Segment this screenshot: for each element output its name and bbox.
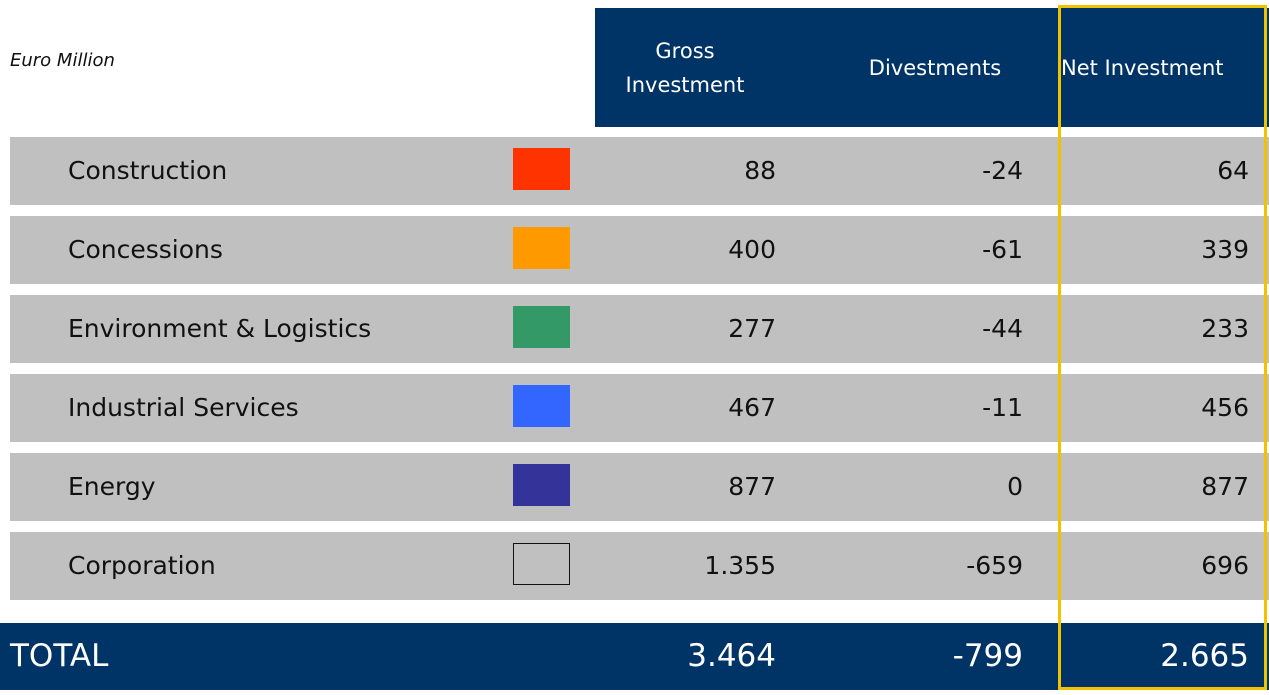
cell-value: -24 [982, 156, 1023, 185]
cell-value: -44 [982, 314, 1023, 343]
table-row: Environment & Logistics 277 -44 233 [10, 295, 1269, 363]
cell-value: 467 [728, 393, 776, 422]
total-value: -799 [952, 638, 1023, 674]
table-row: Energy 877 0 877 [10, 453, 1269, 521]
total-value: 3.464 [687, 638, 776, 674]
table-row: Corporation 1.355 -659 696 [10, 532, 1269, 600]
color-swatch [513, 385, 570, 427]
header-band [595, 8, 1269, 127]
cell-value: 1.355 [704, 551, 776, 580]
color-swatch [513, 306, 570, 348]
row-label: Environment & Logistics [68, 314, 372, 343]
column-header: Net Investment [1061, 55, 1224, 80]
total-row: TOTAL 3.464 -799 2.665 [0, 623, 1269, 690]
column-header: Gross Investment [625, 38, 745, 97]
cell-value: 456 [1201, 393, 1249, 422]
row-label: Construction [68, 156, 228, 185]
cell-value: -659 [966, 551, 1023, 580]
color-swatch [513, 543, 570, 585]
cell-value: 877 [728, 472, 776, 501]
cell-value: 339 [1201, 235, 1249, 264]
table-row: Construction 88 -24 64 [10, 137, 1269, 205]
cell-value: -61 [982, 235, 1023, 264]
color-swatch [513, 464, 570, 506]
column-header: Divestments [868, 55, 1002, 80]
cell-value: -11 [982, 393, 1023, 422]
cell-value: 88 [744, 156, 776, 185]
cell-value: 877 [1201, 472, 1249, 501]
row-label: Energy [68, 472, 156, 501]
table-row: Industrial Services 467 -11 456 [10, 374, 1269, 442]
total-label: TOTAL [10, 638, 109, 674]
cell-value: 233 [1201, 314, 1249, 343]
color-swatch [513, 227, 570, 269]
cell-value: 277 [728, 314, 776, 343]
row-label: Corporation [68, 551, 216, 580]
cell-value: 696 [1201, 551, 1249, 580]
color-swatch [513, 148, 570, 190]
cell-value: 0 [1007, 472, 1023, 501]
cell-value: 400 [728, 235, 776, 264]
row-label: Industrial Services [68, 393, 299, 422]
unit-label: Euro Million [10, 50, 115, 71]
cell-value: 64 [1217, 156, 1249, 185]
table-row: Concessions 400 -61 339 [10, 216, 1269, 284]
total-value: 2.665 [1160, 638, 1249, 674]
row-label: Concessions [68, 235, 223, 264]
